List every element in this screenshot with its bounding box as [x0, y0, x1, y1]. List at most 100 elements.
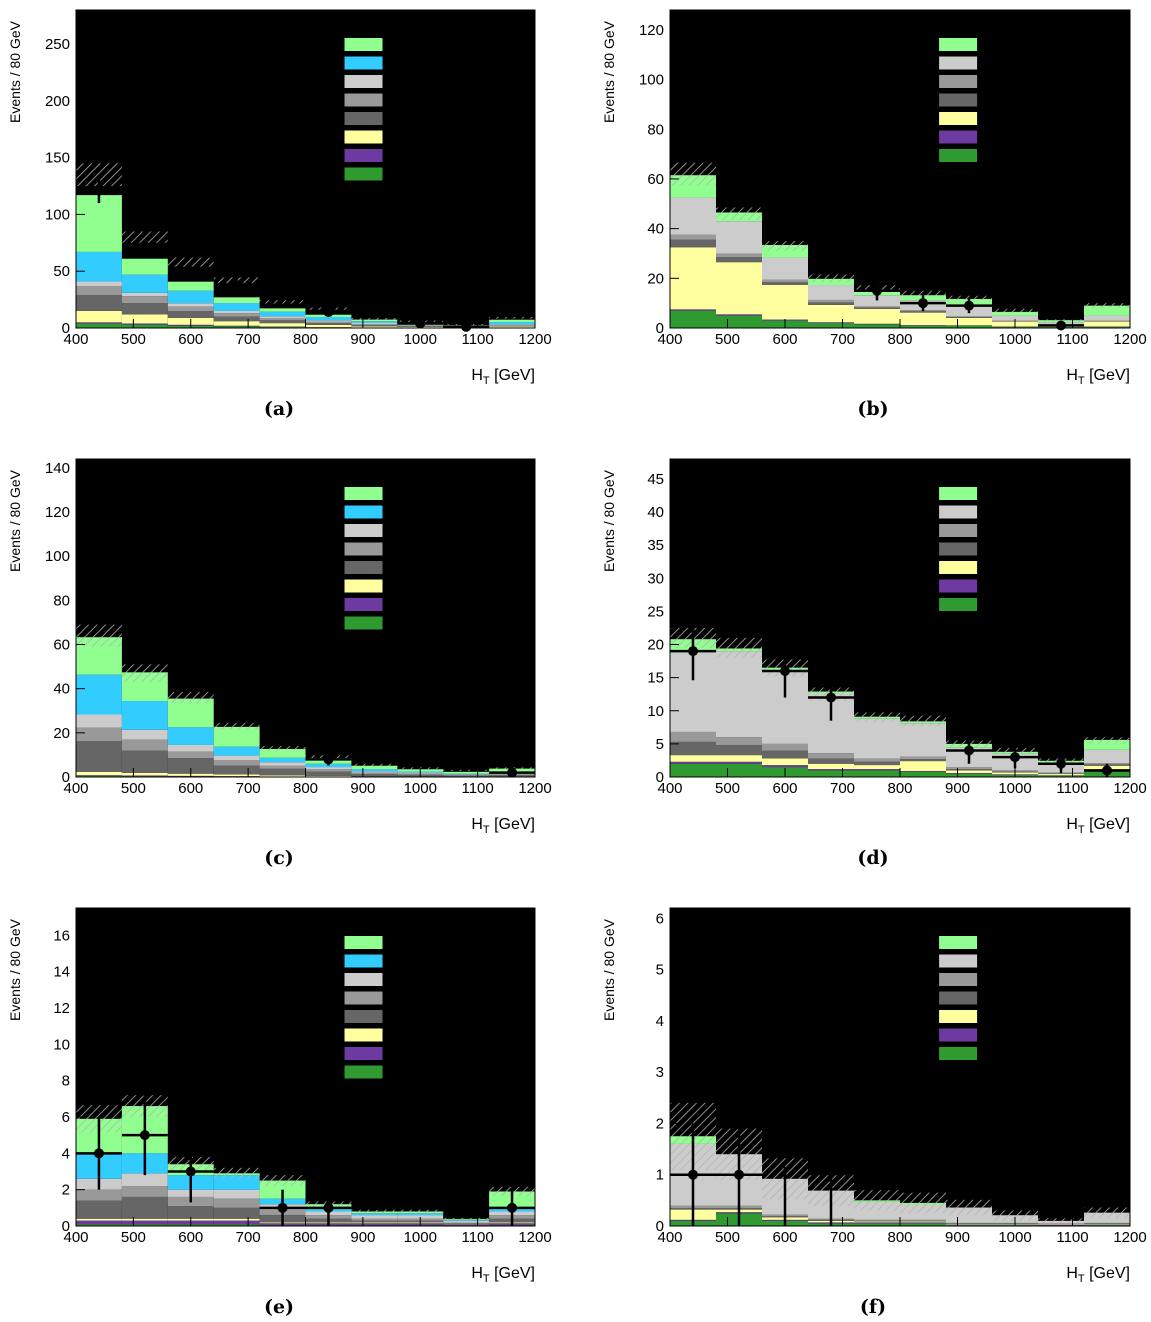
bar-c-s3-b4 [259, 768, 306, 776]
bar-c-s7-b4 [259, 748, 306, 758]
bar-d-s2-b1 [716, 755, 762, 762]
legend-swatch-b-5 [939, 130, 978, 144]
bar-e-s1-b3 [213, 1220, 260, 1225]
y-tick-label-a-5: 250 [45, 36, 70, 53]
bar-b-s4-b0 [670, 234, 716, 240]
bar-a-s1-b3 [213, 325, 260, 327]
bar-a-s2-b5 [305, 324, 352, 328]
bar-c-s5-b8 [443, 774, 490, 775]
bar-f-s2-b4 [854, 1221, 900, 1223]
legend-swatch-b-4 [939, 112, 978, 125]
x-tick-label-d-2: 600 [772, 780, 797, 797]
y-tick-label-c-5: 100 [45, 548, 70, 565]
bar-a-s6-b6 [351, 321, 398, 324]
bar-a-s5-b0 [76, 281, 122, 286]
caption-d: (d) [857, 847, 889, 869]
legend-swatch-b-3 [939, 93, 978, 107]
x-tick-label-d-1: 500 [715, 780, 740, 797]
bar-b-s5-b2 [762, 257, 808, 280]
unc-band-c-b8 [443, 769, 490, 772]
bar-a-s4-b9 [489, 325, 535, 326]
bar-f-s0-b4 [854, 1223, 900, 1226]
y-tick-label-e-4: 8 [62, 1073, 70, 1090]
data-point-d-2 [826, 692, 836, 703]
bar-f-s2-b8 [1038, 1224, 1084, 1225]
y-tick-label-d-2: 10 [647, 703, 664, 720]
y-tick-label-e-6: 12 [53, 1000, 70, 1017]
legend-swatch-f-4 [939, 1010, 978, 1023]
bar-f-s1-b8 [1038, 1224, 1084, 1226]
unc-band-a-b9 [489, 316, 535, 319]
unc-band-c-b0 [76, 624, 122, 647]
unc-band-e-b7 [397, 1209, 444, 1214]
bar-a-s4-b3 [213, 313, 260, 317]
y-tick-label-f-5: 5 [656, 962, 664, 979]
bar-f-s2-b5 [900, 1221, 946, 1223]
bar-b-s4-b1 [716, 253, 762, 258]
bar-b-s5-b0 [670, 197, 716, 235]
bar-c-s4-b1 [121, 739, 168, 751]
bar-a-s3-b6 [351, 325, 398, 327]
bar-d-s4-b5 [900, 756, 946, 760]
bar-a-s3-b3 [213, 316, 260, 322]
bar-b-s3-b1 [716, 257, 762, 263]
x-tick-label-f-1: 500 [715, 1229, 740, 1246]
y-tick-label-b-2: 40 [647, 221, 664, 238]
legend-swatch-e-1 [344, 954, 383, 968]
unc-band-f-b8 [1038, 1218, 1084, 1224]
bar-a-s5-b2 [167, 303, 214, 307]
data-point-f-0 [688, 1169, 698, 1180]
bar-d-s0-b1 [716, 763, 762, 777]
bar-c-s5-b3 [213, 755, 260, 760]
bar-e-s1-b1 [121, 1220, 168, 1225]
data-point-e-4 [323, 1202, 334, 1213]
x-tick-label-e-1: 500 [121, 1229, 146, 1246]
data-point-e-0 [93, 1148, 104, 1159]
x-tick-label-d-8: 1200 [1113, 780, 1146, 797]
unc-band-e-b6 [351, 1209, 398, 1214]
data-point-d-0 [688, 646, 698, 657]
bar-a-s6-b4 [259, 311, 306, 317]
bar-d-s2-b4 [854, 765, 900, 770]
bar-d-s1-b1 [716, 761, 762, 764]
unc-band-a-b0 [76, 163, 122, 187]
bar-b-s3-b0 [670, 239, 716, 248]
bar-e-s3-b6 [351, 1220, 398, 1223]
bar-c-s3-b5 [305, 771, 352, 776]
bar-a-s2-b4 [259, 323, 306, 327]
bar-d-s1-b0 [670, 761, 716, 764]
bar-d-s4-b0 [670, 731, 716, 742]
x-tick-label-e-8: 1200 [518, 1229, 551, 1246]
bar-b-s5-b9 [1084, 315, 1130, 321]
y-tick-label-f-2: 2 [656, 1115, 664, 1132]
bar-d-s1-b5 [900, 771, 946, 772]
y-tick-label-e-3: 6 [62, 1109, 70, 1126]
panel-d: 400 500 600 700 800 900 1000 1100 1200 0 5 10 15 20 25… [601, 458, 1147, 836]
bar-b-s2-b4 [854, 308, 900, 324]
bar-f-s0-b9 [1084, 1224, 1130, 1226]
unc-band-d-b1 [716, 637, 762, 658]
bar-e-s1-b8 [443, 1224, 490, 1226]
bar-a-s1-b0 [76, 322, 122, 324]
bar-c-s3-b2 [167, 758, 214, 774]
y-tick-label-a-3: 150 [45, 150, 70, 167]
legend-swatch-c-2 [344, 524, 383, 537]
bar-c-s6-b3 [213, 746, 260, 756]
legend-swatch-d-1 [939, 505, 978, 519]
bar-d-s5-b1 [716, 651, 762, 738]
unc-band-d-b9 [1084, 737, 1130, 744]
unc-band-c-b2 [167, 691, 214, 704]
bar-a-s3-b5 [305, 323, 352, 325]
y-tick-label-f-0: 0 [656, 1218, 664, 1235]
bar-e-s4-b6 [351, 1218, 398, 1221]
bar-f-s2-b9 [1084, 1223, 1130, 1225]
bar-a-s2-b9 [489, 326, 535, 328]
x-tick-label-b-5: 900 [945, 331, 970, 348]
y-tick-label-f-4: 4 [656, 1013, 664, 1030]
bar-f-s1-b4 [854, 1222, 900, 1224]
data-point-e-5 [507, 1202, 518, 1213]
bar-c-s1-b1 [121, 775, 168, 777]
y-axis-label-b: Events / 80 GeV [601, 20, 617, 123]
bar-a-s2-b0 [76, 310, 122, 323]
unc-band-a-b4 [259, 300, 306, 304]
